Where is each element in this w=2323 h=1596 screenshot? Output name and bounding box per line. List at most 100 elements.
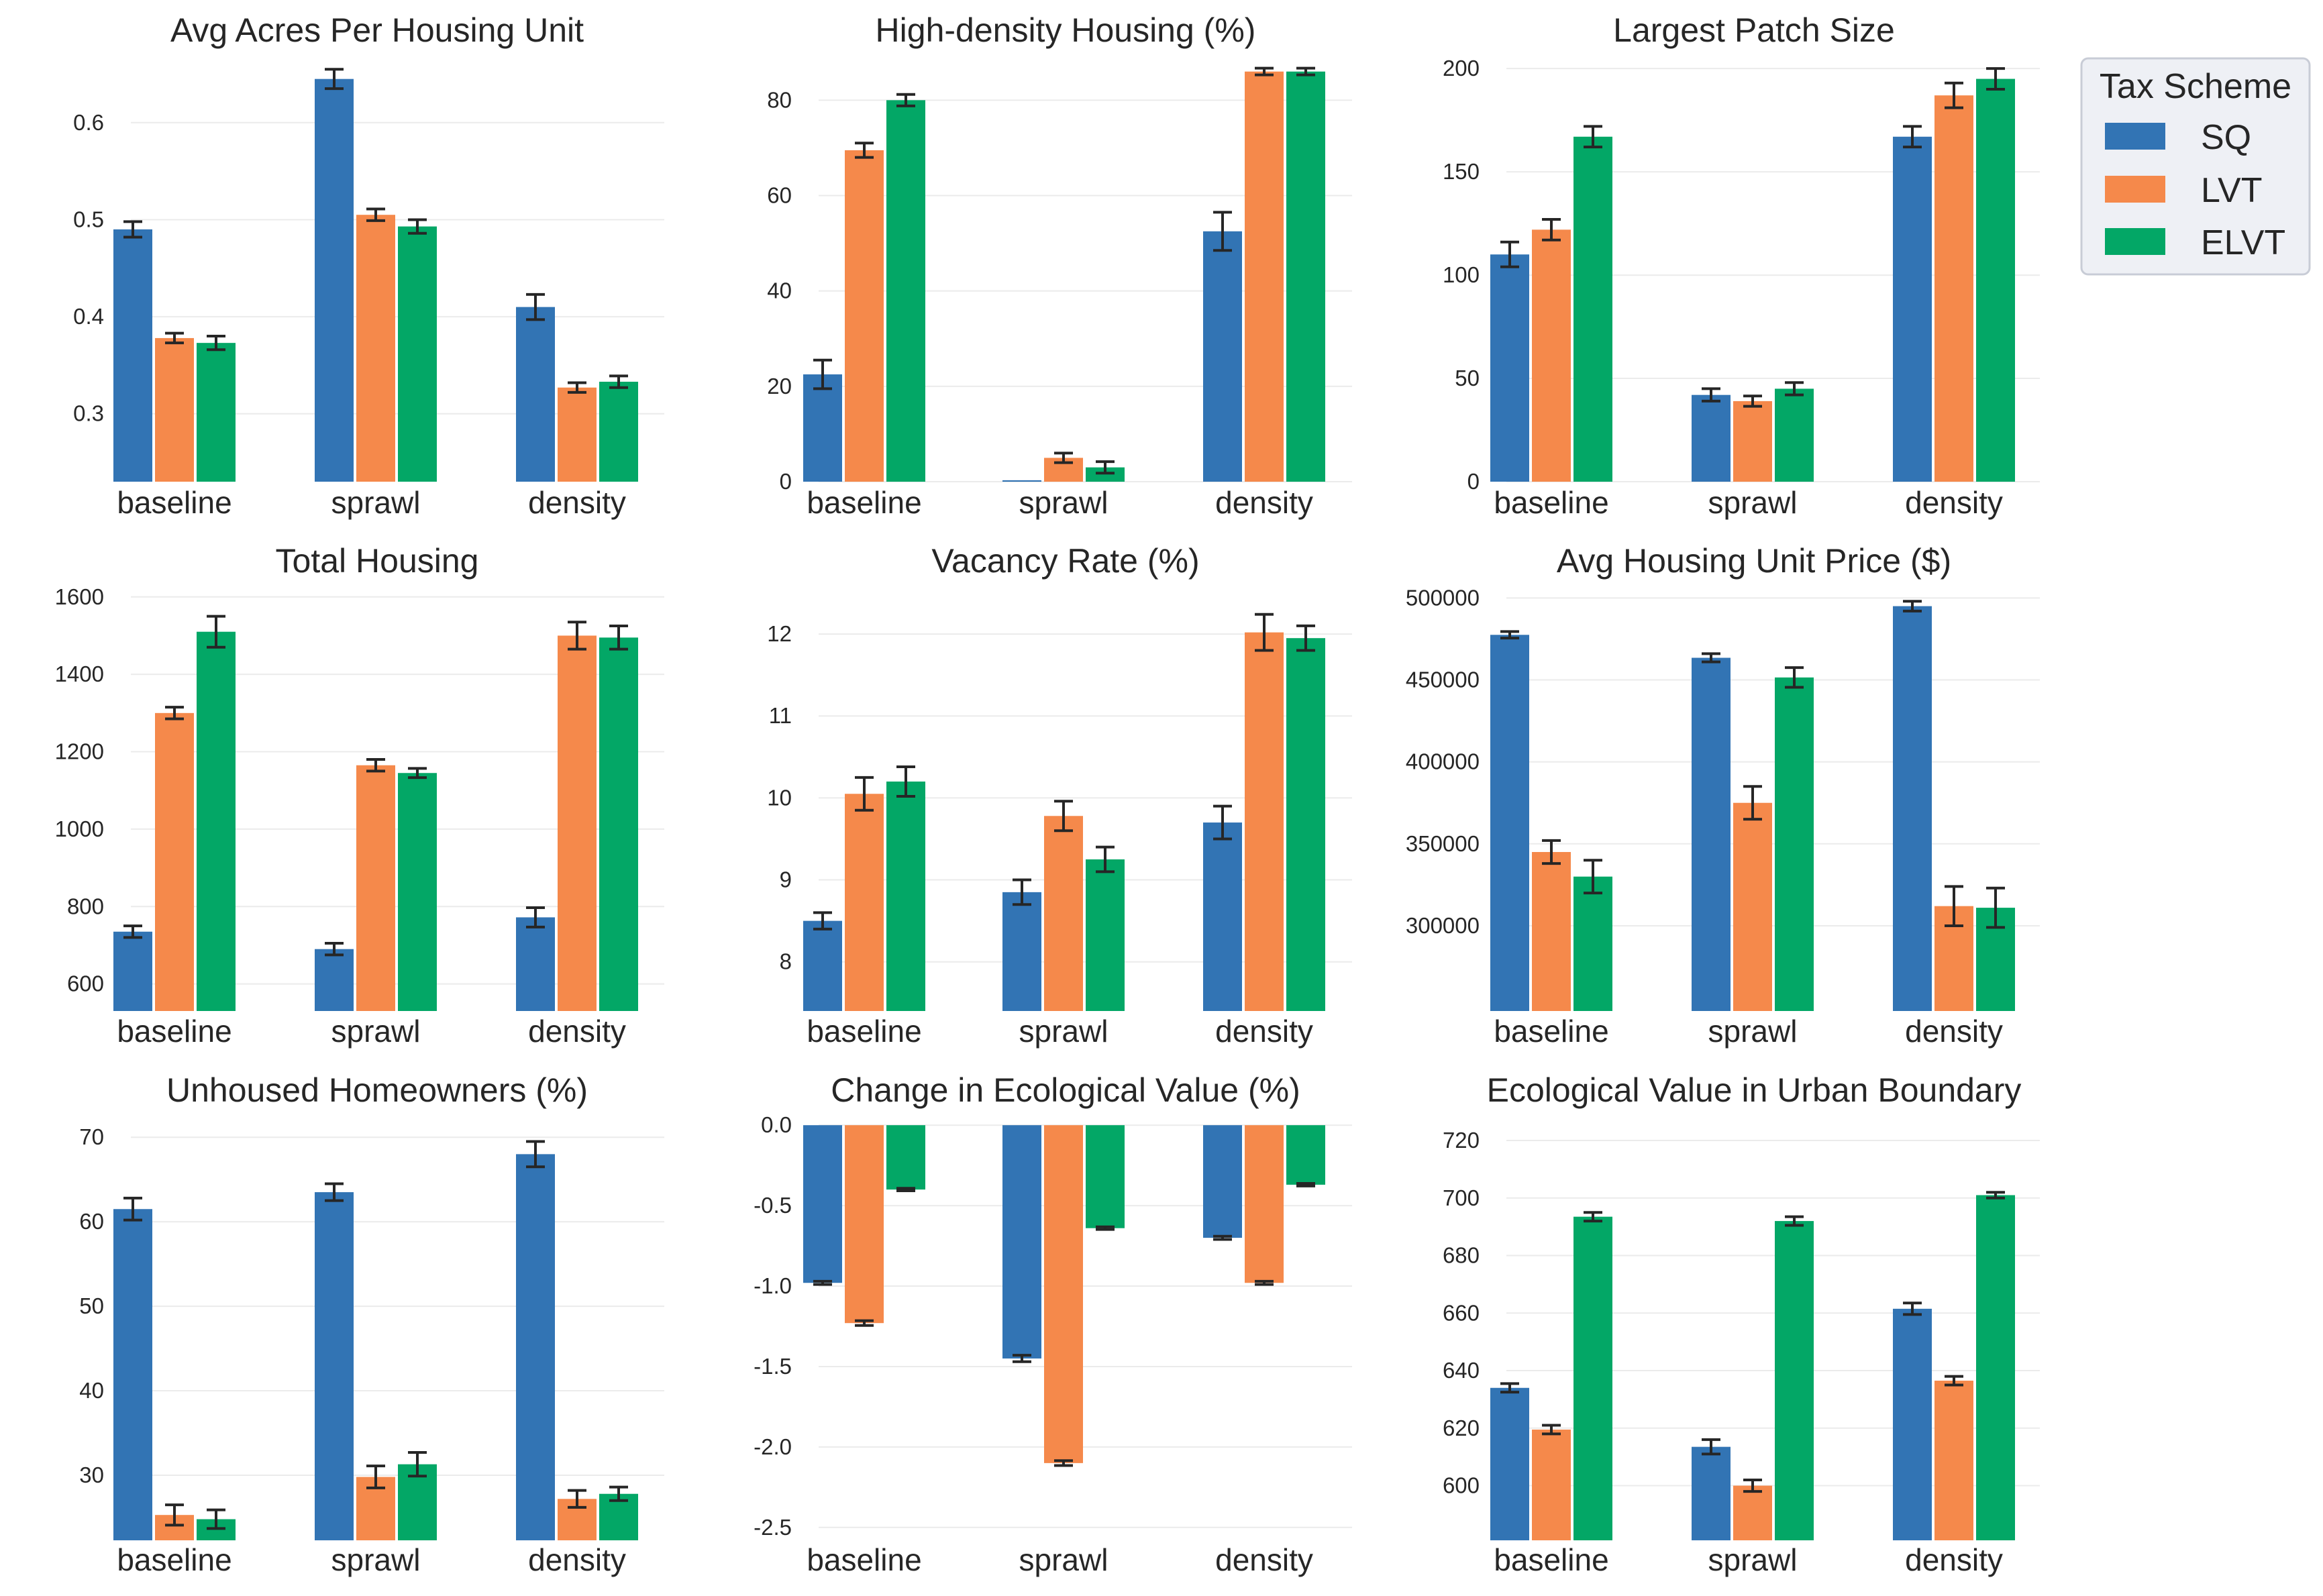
bar-sq-sprawl bbox=[1002, 892, 1041, 1011]
bar-sq-baseline bbox=[803, 374, 842, 482]
bar-lvt-baseline bbox=[845, 150, 884, 482]
error-bar bbox=[896, 765, 915, 798]
chart-title: Ecological Value in Urban Boundary bbox=[1487, 1071, 2022, 1109]
chart-title: Avg Housing Unit Price ($) bbox=[1557, 542, 1951, 580]
x-category-label: sprawl bbox=[331, 1542, 421, 1577]
error-bar bbox=[1584, 1211, 1602, 1223]
y-tick-label: 660 bbox=[1443, 1300, 1480, 1325]
y-tick-label: 70 bbox=[79, 1124, 104, 1149]
error-bar bbox=[568, 621, 586, 651]
error-bar bbox=[1702, 1438, 1720, 1456]
y-tick-label: 600 bbox=[67, 971, 104, 996]
bar-elvt-density bbox=[1976, 1195, 2015, 1540]
error-bar bbox=[1542, 217, 1561, 242]
error-bar bbox=[1296, 1182, 1315, 1187]
y-tick-label: 20 bbox=[767, 374, 792, 398]
bar-lvt-baseline bbox=[1532, 229, 1571, 482]
error-bar bbox=[123, 1196, 142, 1222]
error-bar bbox=[526, 1140, 545, 1169]
bar-sq-baseline bbox=[803, 1125, 842, 1283]
error-bar bbox=[1213, 1234, 1232, 1241]
error-bar bbox=[1986, 886, 2005, 929]
error-bar bbox=[609, 374, 628, 389]
y-tick-label: 40 bbox=[767, 278, 792, 303]
bar-sq-density bbox=[1203, 822, 1242, 1011]
bar-sq-sprawl bbox=[315, 78, 354, 482]
error-bar bbox=[1785, 381, 1804, 396]
error-bar bbox=[366, 207, 385, 222]
bar-lvt-density bbox=[1934, 1381, 1973, 1540]
y-tick-label: 60 bbox=[79, 1209, 104, 1234]
x-category-label: sprawl bbox=[331, 1014, 421, 1049]
bar-elvt-baseline bbox=[886, 781, 925, 1011]
chart-panel-5: Vacancy Rate (%) 8 9 10 11 12 baseline sprawl de… bbox=[767, 542, 1352, 1049]
error-bar bbox=[813, 1279, 832, 1286]
y-tick-label: 620 bbox=[1443, 1416, 1480, 1440]
error-bar bbox=[1213, 804, 1232, 841]
y-tick-label: -1.0 bbox=[754, 1273, 792, 1298]
bar-elvt-baseline bbox=[886, 1125, 925, 1190]
bar-lvt-sprawl bbox=[356, 215, 395, 482]
bar-elvt-sprawl bbox=[398, 773, 437, 1011]
chart-title: Total Housing bbox=[276, 542, 479, 580]
bar-sq-sprawl bbox=[315, 949, 354, 1011]
y-tick-label: 11 bbox=[769, 703, 792, 728]
legend-swatch-sq bbox=[2105, 123, 2165, 150]
bar-sq-density bbox=[1203, 231, 1242, 482]
x-category-label: baseline bbox=[1494, 485, 1608, 520]
x-category-label: density bbox=[528, 1542, 626, 1577]
error-bar bbox=[1945, 81, 1963, 109]
error-bar bbox=[1903, 600, 1922, 613]
error-bar bbox=[1500, 630, 1519, 640]
error-bar bbox=[1255, 1279, 1274, 1286]
y-tick-label: 0 bbox=[780, 469, 792, 494]
x-category-label: sprawl bbox=[1019, 1014, 1108, 1049]
y-tick-label: -0.5 bbox=[754, 1193, 792, 1218]
error-bar bbox=[896, 93, 915, 107]
error-bar bbox=[1013, 878, 1031, 906]
error-bar bbox=[1542, 1424, 1561, 1436]
error-bar bbox=[1296, 66, 1315, 76]
bar-sq-baseline bbox=[1490, 254, 1529, 482]
y-tick-label: 700 bbox=[1443, 1185, 1480, 1210]
x-category-label: sprawl bbox=[1019, 1542, 1108, 1577]
y-tick-label: 40 bbox=[79, 1378, 104, 1403]
error-bar bbox=[1213, 211, 1232, 252]
x-category-label: sprawl bbox=[1708, 1014, 1798, 1049]
error-bar bbox=[609, 1485, 628, 1502]
bar-sq-baseline bbox=[1490, 635, 1529, 1011]
bar-sq-sprawl bbox=[1692, 1446, 1731, 1540]
y-tick-label: 720 bbox=[1443, 1128, 1480, 1153]
bar-elvt-baseline bbox=[197, 343, 236, 482]
error-bar bbox=[408, 1451, 427, 1478]
chart-title: Avg Acres Per Housing Unit bbox=[170, 11, 584, 49]
bar-sq-sprawl bbox=[1692, 657, 1731, 1011]
chart-title: Unhoused Homeowners (%) bbox=[166, 1071, 588, 1109]
error-bar bbox=[325, 68, 344, 91]
bar-elvt-sprawl bbox=[398, 226, 437, 482]
error-bar bbox=[1013, 1354, 1031, 1363]
x-category-label: density bbox=[1905, 1014, 2003, 1049]
bar-lvt-density bbox=[558, 635, 597, 1011]
chart-title: Largest Patch Size bbox=[1613, 11, 1895, 49]
bar-sq-baseline bbox=[113, 229, 152, 482]
bar-lvt-sprawl bbox=[1044, 1125, 1083, 1463]
error-bar bbox=[813, 358, 832, 390]
bar-elvt-baseline bbox=[1573, 876, 1612, 1011]
legend: Tax Scheme SQ LVT ELVT bbox=[2080, 57, 2311, 276]
x-category-label: density bbox=[1905, 1542, 2003, 1577]
x-category-label: baseline bbox=[1494, 1014, 1608, 1049]
error-bar bbox=[1785, 1215, 1804, 1227]
y-tick-label: 0.4 bbox=[73, 304, 104, 329]
error-bar bbox=[1785, 666, 1804, 689]
error-bar bbox=[896, 1187, 915, 1193]
x-category-label: baseline bbox=[117, 485, 231, 520]
error-bar bbox=[855, 142, 874, 159]
bar-elvt-sprawl bbox=[1086, 467, 1125, 482]
chart-title: Change in Ecological Value (%) bbox=[831, 1071, 1300, 1109]
y-tick-label: 60 bbox=[767, 182, 792, 207]
error-bar bbox=[1542, 839, 1561, 865]
bar-elvt-baseline bbox=[1573, 136, 1612, 482]
y-tick-label: 680 bbox=[1443, 1243, 1480, 1268]
chart-panels: Avg Acres Per Housing Unit 0.3 0.4 0.5 0.6 ba… bbox=[55, 11, 2040, 1577]
